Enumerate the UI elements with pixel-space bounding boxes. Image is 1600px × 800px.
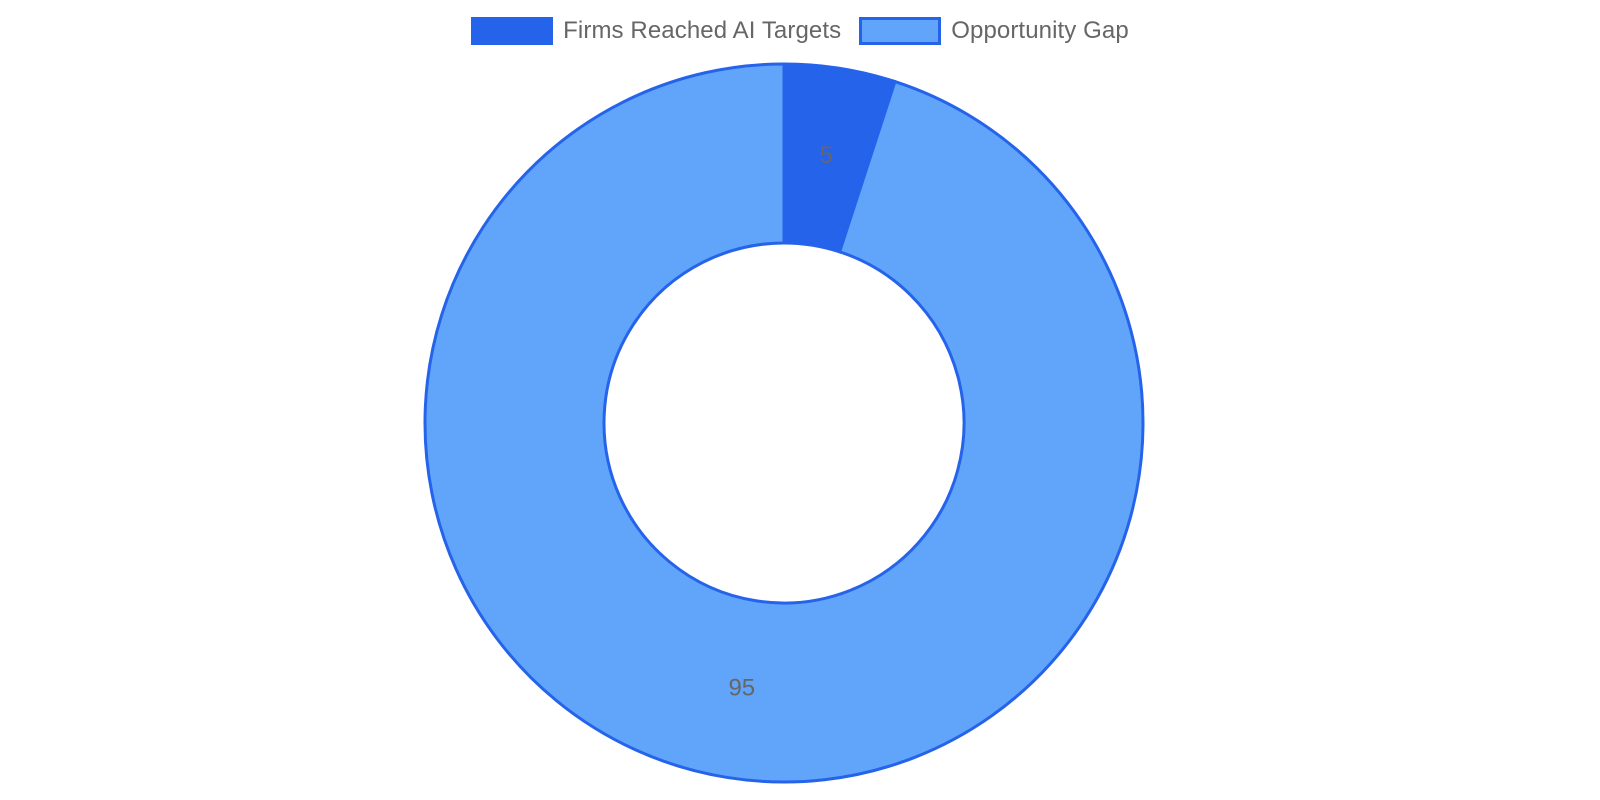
data-label-opportunity-gap: 95	[728, 675, 755, 702]
legend-swatch-firms-reached-ai-targets	[471, 17, 554, 45]
legend-item-firms-reached-ai-targets[interactable]: Firms Reached AI Targets	[471, 17, 841, 45]
data-label-firms-reached-ai-targets: 5	[820, 142, 833, 169]
slice-opportunity-gap[interactable]	[423, 62, 1145, 784]
legend-label-firms-reached-ai-targets: Firms Reached AI Targets	[563, 17, 842, 44]
legend-swatch-opportunity-gap	[859, 17, 942, 45]
chart-legend: Firms Reached AI Targets Opportunity Gap	[0, 17, 1600, 45]
legend-item-opportunity-gap[interactable]: Opportunity Gap	[859, 17, 1129, 45]
legend-label-opportunity-gap: Opportunity Gap	[951, 17, 1129, 44]
